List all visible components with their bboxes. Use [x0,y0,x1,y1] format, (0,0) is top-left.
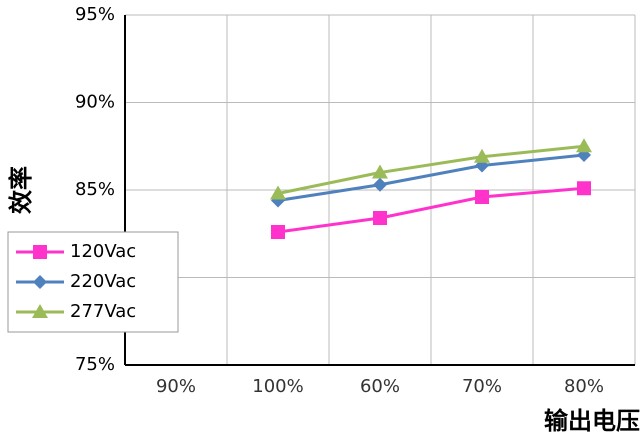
legend-marker [33,275,47,289]
x-tick-label: 70% [462,376,502,397]
x-tick-label: 90% [156,376,196,397]
y-tick-label: 75% [75,354,115,375]
marker [474,148,490,163]
y-tick-label: 90% [75,92,115,113]
y-tick-label: 95% [75,4,115,25]
legend-label: 277Vac [70,301,136,322]
x-axis-label: 输出电压 [544,407,640,435]
marker [372,164,388,179]
legend-marker [32,304,48,318]
series-line [277,153,585,202]
legend: 120Vac 220Vac 277Vac [7,231,179,333]
marker [373,211,387,225]
marker [475,190,489,204]
legend-label: 220Vac [70,271,136,292]
y-axis-label: 效率 [7,166,35,214]
x-tick-label: 60% [360,376,400,397]
marker [270,185,286,200]
x-tick-label: 100% [252,376,303,397]
x-tick-label: 80% [564,376,604,397]
marker [271,225,285,239]
marker [373,177,387,192]
marker [576,138,592,153]
y-tick-label: 85% [75,179,115,200]
legend-marker [33,245,47,259]
legend-label: 120Vac [70,241,136,262]
series-line [277,186,585,234]
marker [577,181,591,196]
series-line [277,144,585,195]
